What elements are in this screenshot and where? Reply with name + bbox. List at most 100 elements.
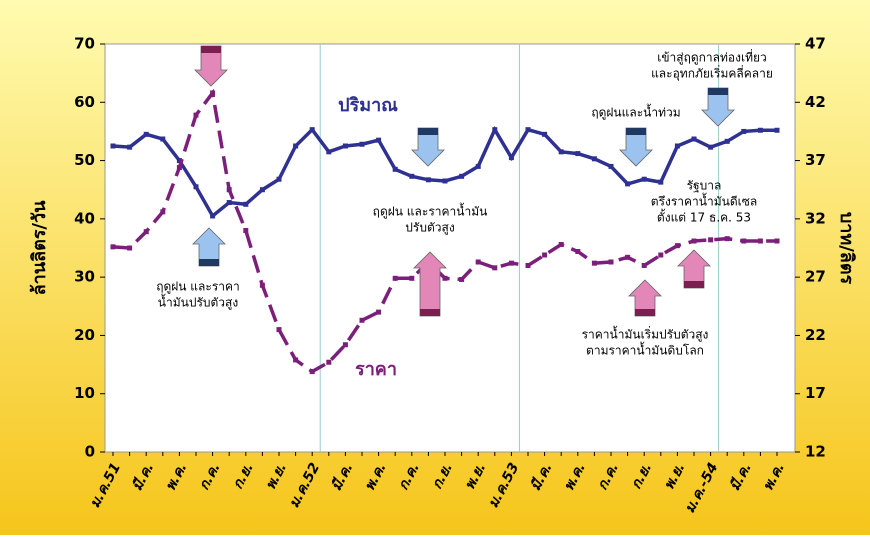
- marker: [326, 149, 332, 155]
- marker: [724, 138, 730, 144]
- marker: [625, 181, 631, 187]
- arrow-bar: [626, 128, 646, 135]
- marker: [110, 143, 116, 149]
- marker: [243, 228, 249, 234]
- marker: [293, 143, 299, 149]
- marker: [359, 317, 365, 323]
- marker: [409, 275, 415, 281]
- marker: [226, 200, 232, 206]
- annotation: ฤดูฝนและน้ำท่วม: [591, 104, 680, 121]
- y2-tick-label: 12: [805, 443, 826, 461]
- y-tick-label: 40: [74, 209, 95, 227]
- marker: [658, 252, 664, 258]
- annotation: และอุทกภัยเริ่มคลี่คลาย: [651, 65, 773, 82]
- marker: [160, 209, 166, 215]
- y-tick-label: 50: [74, 151, 95, 169]
- marker: [625, 254, 631, 260]
- marker: [425, 177, 431, 183]
- marker: [309, 127, 315, 133]
- marker: [210, 90, 216, 96]
- arrow-bar: [201, 46, 221, 53]
- marker: [608, 259, 614, 265]
- y-tick-label: 20: [74, 326, 95, 344]
- marker: [459, 276, 465, 282]
- marker: [542, 252, 548, 258]
- marker: [757, 127, 763, 133]
- y2-axis-label: บาท/ลิตร: [836, 212, 857, 285]
- marker: [176, 158, 182, 164]
- marker: [575, 151, 581, 157]
- marker: [475, 163, 481, 169]
- series-label: ราคา: [355, 359, 397, 380]
- annotation: ตรึงราคาน้ำมันดีเซล: [651, 193, 758, 209]
- marker: [342, 143, 348, 149]
- marker: [774, 127, 780, 133]
- marker: [127, 144, 133, 150]
- marker: [442, 178, 448, 184]
- marker: [658, 179, 664, 185]
- marker: [376, 137, 382, 143]
- marker: [392, 275, 398, 281]
- arrow-bar: [420, 309, 440, 316]
- annotation: ราคาน้ำมันเริ่มปรับตัวสูง: [582, 326, 709, 343]
- marker: [724, 236, 730, 242]
- marker: [575, 248, 581, 254]
- marker: [342, 342, 348, 348]
- marker: [542, 131, 548, 137]
- marker: [326, 359, 332, 365]
- marker: [691, 238, 697, 244]
- y-tick-label: 0: [85, 443, 95, 461]
- marker: [442, 275, 448, 281]
- y2-tick-label: 42: [805, 93, 826, 111]
- annotation: ตามราคาน้ำมันดิบโลก: [586, 342, 704, 358]
- marker: [757, 238, 763, 244]
- marker: [359, 141, 365, 147]
- arrow-bar: [199, 259, 219, 266]
- y2-tick-label: 37: [805, 151, 826, 169]
- marker: [525, 262, 531, 268]
- annotation: ตั้งแต่ 17 ธ.ค. 53: [657, 209, 751, 225]
- marker: [160, 136, 166, 142]
- marker: [309, 369, 315, 375]
- marker: [475, 259, 481, 265]
- marker: [508, 155, 514, 161]
- annotation: น้ำมันปรับตัวสูง: [158, 294, 238, 311]
- arrow-bar: [635, 309, 655, 316]
- arrow-bar: [684, 281, 704, 288]
- marker: [558, 149, 564, 155]
- marker: [176, 165, 182, 171]
- marker: [708, 144, 714, 150]
- marker: [741, 128, 747, 134]
- marker: [508, 260, 514, 266]
- arrow-bar: [418, 128, 438, 135]
- marker: [293, 357, 299, 363]
- marker: [774, 238, 780, 244]
- marker: [691, 136, 697, 142]
- y-tick-label: 60: [74, 93, 95, 111]
- marker: [210, 213, 216, 219]
- y2-tick-label: 32: [805, 209, 826, 227]
- annotation: ฤดูฝน และราคาน้ำมัน: [373, 203, 488, 220]
- marker: [608, 163, 614, 169]
- marker: [492, 265, 498, 271]
- marker: [259, 187, 265, 193]
- marker: [674, 243, 680, 249]
- marker: [641, 176, 647, 182]
- annotation: รัฐบาล: [687, 179, 722, 193]
- marker: [143, 131, 149, 137]
- marker: [127, 245, 133, 251]
- marker: [110, 244, 116, 250]
- marker: [376, 309, 382, 315]
- y2-tick-label: 22: [805, 326, 826, 344]
- marker: [525, 127, 531, 133]
- arrow-bar: [708, 88, 728, 95]
- marker: [243, 201, 249, 207]
- annotation: ปรับตัวสูง: [405, 221, 454, 236]
- marker: [591, 260, 597, 266]
- marker: [591, 156, 597, 162]
- y-tick-label: 70: [74, 35, 95, 53]
- marker: [459, 173, 465, 179]
- plot-area: [104, 43, 796, 453]
- y2-tick-label: 17: [805, 384, 826, 402]
